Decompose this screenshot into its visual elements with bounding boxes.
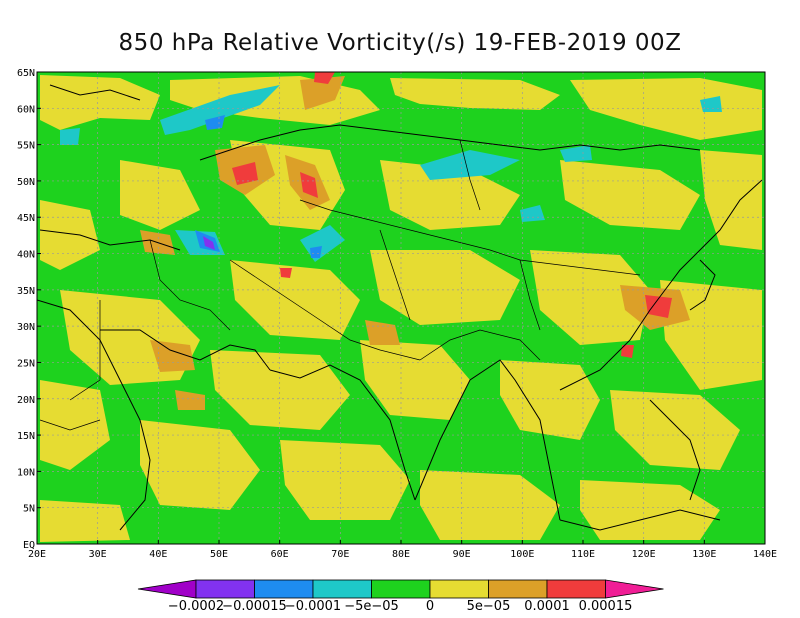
lat-tick-label: 5N (23, 504, 35, 515)
lat-tick-label: EQ (23, 540, 35, 551)
graticule (37, 72, 765, 544)
lat-tick-label: 30N (17, 322, 35, 333)
lat-tick-label: 15N (17, 431, 35, 442)
lat-tick-label: 25N (17, 358, 35, 369)
colorbar: −0.0002−0.00015−0.0001 −5e−05 0 5e−05 0.0001… (137, 579, 664, 614)
lon-tick-label: 50E (210, 549, 228, 560)
colorbar-swatch (195, 579, 255, 599)
colorbar-label: −0.0001 (285, 599, 341, 614)
coastlines (37, 84, 763, 531)
colorbar-swatch (488, 579, 548, 599)
colorbar-label: −5e−05 (344, 599, 399, 614)
vorticity-field (37, 72, 765, 544)
lon-tick-label: 140E (753, 549, 777, 560)
colorbar-label: 0 (426, 599, 434, 614)
longitude-axis: 20E 30E 40E 50E 60E 70E 80E 90E 100E 110E 120E 130E… (28, 540, 777, 560)
colorbar-swatch (546, 579, 606, 599)
colorbar-swatch (371, 579, 431, 599)
lat-tick-label: 55N (17, 141, 35, 152)
colorbar-label: 5e−05 (467, 599, 511, 614)
colorbar-min-arrow (137, 579, 197, 599)
colorbar-label: −0.00015 (222, 599, 287, 614)
lat-tick-label: 35N (17, 286, 35, 297)
colorbar-swatch (254, 579, 314, 599)
lat-tick-label: 50N (17, 177, 35, 188)
lon-tick-label: 120E (632, 549, 656, 560)
latitude-axis: 65N 60N 55N 50N 45N 40N 35N 30N 25N 20N 15N 10N 5N EQ (17, 68, 41, 551)
lat-tick-label: 60N (17, 104, 35, 115)
colorbar-label: −0.0002 (168, 599, 224, 614)
colorbar-label: 0.0001 (524, 599, 570, 614)
lon-tick-label: 30E (89, 549, 107, 560)
lon-tick-label: 90E (453, 549, 471, 560)
colorbar-swatch (429, 579, 489, 599)
lon-tick-label: 40E (149, 549, 167, 560)
lon-tick-label: 130E (692, 549, 716, 560)
lat-tick-label: 10N (17, 467, 35, 478)
colorbar-max-arrow (605, 579, 664, 599)
lat-tick-label: 45N (17, 213, 35, 224)
map-title: 850 hPa Relative Vorticity(/s) 19-FEB-20… (118, 30, 682, 56)
colorbar-swatch (312, 579, 372, 599)
strong-positive-areas (232, 72, 672, 358)
lon-tick-label: 60E (271, 549, 289, 560)
country-borders (39, 139, 641, 431)
colorbar-label: 0.00015 (579, 599, 633, 614)
lon-tick-label: 110E (571, 549, 595, 560)
lon-tick-label: 20E (28, 549, 46, 560)
lon-tick-label: 80E (392, 549, 410, 560)
lat-tick-label: 20N (17, 395, 35, 406)
strongest-negative-areas (203, 236, 215, 250)
lon-tick-label: 70E (331, 549, 349, 560)
lon-tick-label: 100E (510, 549, 534, 560)
lat-tick-label: 65N (17, 68, 35, 79)
lat-tick-label: 40N (17, 250, 35, 261)
